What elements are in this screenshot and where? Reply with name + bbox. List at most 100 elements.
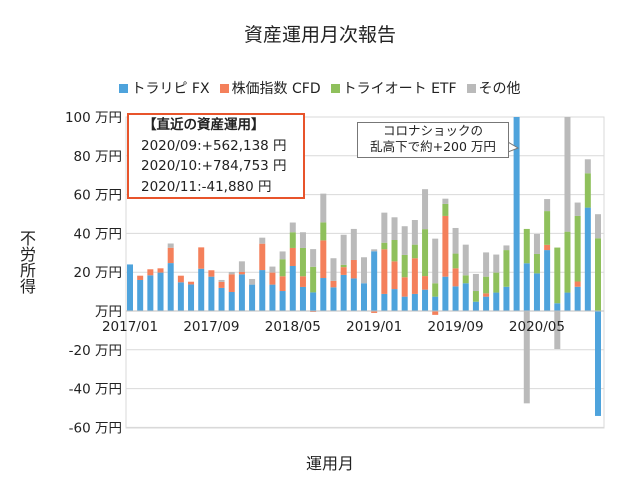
bar-2017/02-1 xyxy=(137,275,144,280)
chart-title: 資産運用月次報告 xyxy=(243,24,396,46)
bar-2019/05-3 xyxy=(411,220,418,245)
bar-2017/04-0 xyxy=(157,272,164,311)
bar-2018/01-0 xyxy=(249,284,256,311)
bars xyxy=(127,117,601,416)
bar-2020/06-3 xyxy=(544,199,551,212)
bar-2018/07-3 xyxy=(310,249,317,267)
legend-item-etf: トライオート ETF xyxy=(330,78,457,98)
bar-2019/11-0 xyxy=(472,301,479,311)
bar-2017/11-1 xyxy=(228,274,235,292)
bar-2018/08-2 xyxy=(320,222,327,241)
bar-2018/09-0 xyxy=(330,287,337,311)
bar-2019/07-0 xyxy=(432,296,439,311)
bar-2019/09-1 xyxy=(452,268,459,287)
bar-2020/05-3 xyxy=(533,233,540,254)
bar-2018/02-0 xyxy=(259,270,266,311)
bar-2017/03-1 xyxy=(147,269,154,276)
bar-2018/07-0 xyxy=(310,292,317,311)
bar-2019/05-0 xyxy=(411,293,418,311)
recent-result-line: 2020/10:+784,753 円 xyxy=(141,158,287,174)
bar-2019/01-0 xyxy=(371,251,378,311)
bar-2018/05-0 xyxy=(289,265,296,311)
bar-2017/11-3 xyxy=(228,272,235,275)
bar-2018/03-1 xyxy=(269,272,276,285)
bar-2020/10-3 xyxy=(584,159,591,174)
bar-2020/03-0 xyxy=(513,117,520,311)
bar-2017/06-1 xyxy=(177,275,184,283)
bar-2020/02-3 xyxy=(503,245,510,251)
bar-2018/06-0 xyxy=(299,286,306,311)
bar-2019/09-0 xyxy=(452,286,459,311)
bar-2018/04-0 xyxy=(279,291,286,311)
x-tick-label: 2019/09 xyxy=(428,319,484,335)
bar-2018/10-0 xyxy=(340,274,347,311)
bar-2017/11-0 xyxy=(228,291,235,311)
bar-2019/12-0 xyxy=(483,296,490,311)
legend-label: トラリピ FX xyxy=(131,81,210,97)
bar-2019/05-1 xyxy=(411,258,418,294)
legend: トラリピ FX 株価指数 CFD トライオート ETF その他 xyxy=(0,78,640,98)
bar-2017/12-1 xyxy=(238,272,245,275)
bar-2018/07-2 xyxy=(310,266,317,293)
bar-2019/07-1 xyxy=(432,311,439,315)
bar-2020/11-3 xyxy=(595,214,601,239)
bar-2019/04-1 xyxy=(401,277,408,297)
y-tick-label: 80 万円 xyxy=(74,149,122,165)
bar-2017/05-3 xyxy=(167,243,174,248)
covid-callout: コロナショックの 乱高下で約+200 万円 xyxy=(357,122,509,158)
y-tick-label: 40 万円 xyxy=(74,226,122,242)
bar-2017/04-1 xyxy=(157,268,164,273)
bar-2019/03-3 xyxy=(391,217,398,240)
bar-2019/05-2 xyxy=(411,244,418,259)
legend-swatch xyxy=(466,83,476,93)
bar-2020/11-0 xyxy=(595,311,601,416)
bar-2017/01-0 xyxy=(127,264,133,311)
bar-2017/10-0 xyxy=(218,287,225,311)
bar-2020/06-0 xyxy=(544,250,551,311)
bar-2020/07-2 xyxy=(554,247,561,304)
bar-2019/08-1 xyxy=(442,215,449,277)
bar-2019/04-2 xyxy=(401,254,408,278)
bar-2020/07-3 xyxy=(554,311,561,350)
y-tick-label: -40 万円 xyxy=(69,382,122,398)
callout-line: コロナショックの xyxy=(382,123,483,138)
recent-results-box: 【直近の資産運用】 2020/09:+562,138 円 2020/10:+78… xyxy=(127,113,305,199)
bar-2020/09-0 xyxy=(574,286,581,311)
bar-2019/11-2 xyxy=(472,291,479,302)
bar-2017/10-3 xyxy=(218,279,225,282)
bar-2018/09-1 xyxy=(330,280,337,288)
x-tick-label: 2019/01 xyxy=(346,319,402,335)
bar-2019/02-2 xyxy=(381,242,388,250)
bar-2020/10-2 xyxy=(584,173,591,208)
bar-2019/10-0 xyxy=(462,283,469,311)
bar-2017/09-0 xyxy=(208,276,215,311)
bar-2020/04-2 xyxy=(523,228,530,264)
bar-2020/01-3 xyxy=(493,254,500,273)
bar-2020/02-2 xyxy=(503,250,510,287)
legend-label: その他 xyxy=(478,81,521,97)
bar-2018/08-1 xyxy=(320,240,327,279)
bar-2019/10-2 xyxy=(462,275,469,284)
bar-2020/04-3 xyxy=(523,311,530,404)
bar-2019/03-2 xyxy=(391,239,398,262)
bar-2018/10-3 xyxy=(340,234,347,265)
bar-2017/02-0 xyxy=(137,279,144,311)
callout-line: 乱高下で約+200 万円 xyxy=(370,139,496,154)
bar-2019/10-3 xyxy=(462,244,469,276)
bar-2018/04-2 xyxy=(279,259,286,277)
bar-2019/12-3 xyxy=(483,252,490,277)
bar-2017/08-1 xyxy=(198,247,205,269)
legend-swatch xyxy=(219,83,229,93)
bar-2018/12-0 xyxy=(361,283,367,311)
recent-results-heading: 【直近の資産運用】 xyxy=(143,117,265,133)
bar-2019/06-3 xyxy=(422,189,429,230)
bar-2018/04-1 xyxy=(279,276,286,292)
legend-item-cfd: 株価指数 CFD xyxy=(219,78,321,98)
bar-2019/08-3 xyxy=(442,198,449,204)
legend-item-other: その他 xyxy=(466,78,521,98)
y-tick-label: 万円 xyxy=(95,304,122,320)
bar-2019/06-0 xyxy=(422,289,429,311)
bar-2019/03-1 xyxy=(391,261,398,290)
bar-2018/08-0 xyxy=(320,278,327,311)
